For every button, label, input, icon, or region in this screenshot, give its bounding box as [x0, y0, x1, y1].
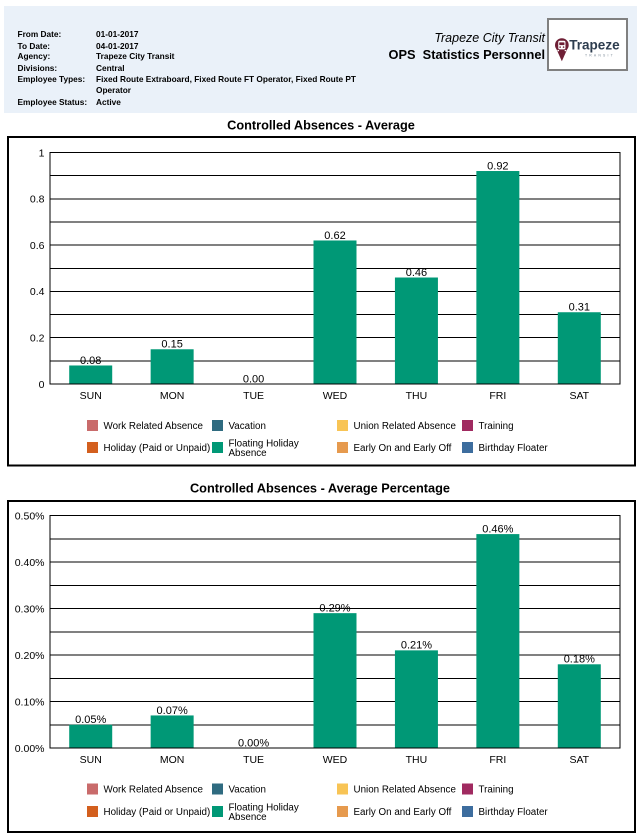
svg-text:Work Related Absence: Work Related Absence [104, 421, 204, 432]
svg-text:0.29%: 0.29% [319, 602, 350, 614]
svg-text:0.6: 0.6 [30, 240, 45, 252]
svg-text:Birthday Floater: Birthday Floater [479, 443, 549, 454]
svg-text:0.46%: 0.46% [482, 523, 513, 535]
svg-text:0: 0 [39, 379, 45, 391]
svg-text:SUN: SUN [80, 390, 102, 402]
svg-text:0.2: 0.2 [30, 333, 45, 345]
svg-text:Holiday (Paid or Unpaid): Holiday (Paid or Unpaid) [104, 443, 211, 454]
svg-text:0.20%: 0.20% [15, 650, 45, 662]
svg-text:0.10%: 0.10% [15, 696, 45, 708]
svg-text:Work Related Absence: Work Related Absence [104, 785, 204, 796]
svg-text:Trapeze: Trapeze [569, 37, 620, 52]
svg-text:TRANSIT: TRANSIT [585, 53, 615, 57]
svg-text:Union Related Absence: Union Related Absence [354, 785, 457, 796]
svg-text:MON: MON [160, 754, 185, 766]
svg-text:Controlled Absences - Average: Controlled Absences - Average Percentage [190, 481, 450, 496]
svg-text:0.46: 0.46 [406, 267, 427, 279]
svg-text:0.31: 0.31 [569, 302, 590, 314]
svg-text:Early On and Early Off: Early On and Early Off [354, 807, 452, 818]
svg-text:0.62: 0.62 [324, 230, 345, 242]
svg-text:Holiday (Paid or Unpaid): Holiday (Paid or Unpaid) [104, 807, 211, 818]
svg-text:SAT: SAT [569, 754, 589, 766]
svg-text:THU: THU [406, 390, 428, 402]
svg-text:Floating Holiday: Floating Holiday [229, 803, 299, 814]
svg-text:Early On and Early Off: Early On and Early Off [354, 443, 452, 454]
svg-text:Birthday Floater: Birthday Floater [479, 807, 549, 818]
svg-text:0.15: 0.15 [161, 339, 182, 351]
svg-text:WED: WED [323, 390, 348, 402]
svg-text:Controlled Absences - Average: Controlled Absences - Average [227, 118, 415, 133]
svg-text:Vacation: Vacation [229, 421, 266, 432]
svg-text:0.05%: 0.05% [75, 714, 106, 726]
svg-text:Absence: Absence [229, 448, 268, 459]
svg-text:WED: WED [323, 754, 348, 766]
svg-text:FRI: FRI [489, 754, 506, 766]
svg-text:0.00%: 0.00% [238, 737, 269, 749]
svg-text:SAT: SAT [569, 390, 589, 402]
svg-text:1: 1 [39, 147, 45, 159]
svg-text:FRI: FRI [489, 390, 506, 402]
svg-text:THU: THU [406, 754, 428, 766]
svg-text:TUE: TUE [243, 390, 264, 402]
svg-text:Training: Training [479, 785, 514, 796]
svg-text:0.50%: 0.50% [15, 510, 45, 522]
svg-text:0.4: 0.4 [30, 286, 45, 298]
svg-text:0.00%: 0.00% [15, 743, 45, 755]
svg-text:Union Related Absence: Union Related Absence [354, 421, 457, 432]
svg-text:MON: MON [160, 390, 185, 402]
svg-text:TUE: TUE [243, 754, 264, 766]
svg-text:Absence: Absence [229, 812, 268, 823]
svg-text:0.92: 0.92 [487, 160, 508, 172]
svg-text:0.07%: 0.07% [157, 705, 188, 717]
svg-text:0.40%: 0.40% [15, 557, 45, 569]
svg-text:0.8: 0.8 [30, 194, 45, 206]
svg-text:0.30%: 0.30% [15, 603, 45, 615]
svg-text:Vacation: Vacation [229, 785, 266, 796]
svg-text:0.08: 0.08 [80, 355, 101, 367]
svg-text:SUN: SUN [80, 754, 102, 766]
svg-text:0.00: 0.00 [243, 373, 264, 385]
svg-text:Floating Holiday: Floating Holiday [229, 439, 299, 450]
svg-text:0.21%: 0.21% [401, 640, 432, 652]
svg-text:Training: Training [479, 421, 514, 432]
svg-text:0.18%: 0.18% [564, 654, 595, 666]
